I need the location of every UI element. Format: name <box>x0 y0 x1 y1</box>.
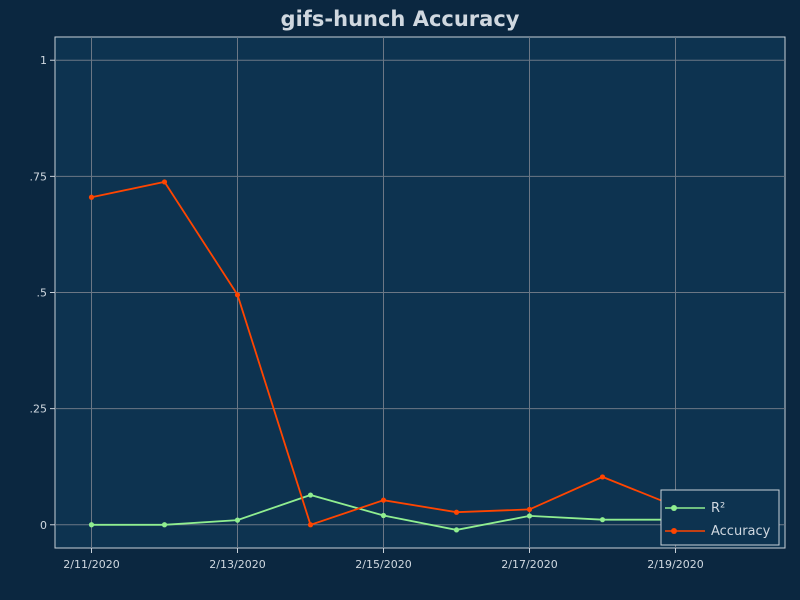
x-tick-label: 2/13/2020 <box>209 558 265 571</box>
data-point-r2 <box>380 512 387 519</box>
y-tick-label: .75 <box>30 170 48 183</box>
data-point-r2 <box>307 492 314 498</box>
x-axis-ticks: 2/11/2020 2/13/2020 2/15/2020 2/17/2020 2/19… <box>63 548 704 571</box>
data-point-r2 <box>161 522 168 528</box>
y-axis-ticks: 0 .25 .5 .75 1 <box>30 54 55 532</box>
data-point-r2 <box>234 517 241 523</box>
legend-r2-label: R² <box>711 501 725 516</box>
legend-box <box>660 489 780 546</box>
data-point-accuracy <box>453 509 460 515</box>
data-point-accuracy <box>161 179 168 185</box>
x-tick-label: 2/17/2020 <box>501 558 557 571</box>
y-tick-label: 1 <box>40 54 47 67</box>
data-point-r2 <box>88 522 95 528</box>
legend: R² Accuracy <box>660 489 780 546</box>
data-point-accuracy <box>526 506 533 513</box>
x-tick-label: 2/15/2020 <box>355 558 411 571</box>
series-layer <box>88 179 679 533</box>
data-point-accuracy <box>307 522 314 528</box>
y-tick-label: .5 <box>37 287 48 300</box>
data-point-r2 <box>453 527 460 533</box>
data-point-r2 <box>599 517 606 523</box>
data-point-accuracy <box>380 497 387 503</box>
y-tick-label: .25 <box>30 403 48 416</box>
legend-accuracy-marker <box>671 528 677 534</box>
y-tick-label: 0 <box>40 519 47 532</box>
chart-title: gifs-hunch Accuracy <box>281 7 520 31</box>
x-tick-label: 2/11/2020 <box>63 558 119 571</box>
data-point-r2 <box>526 513 533 519</box>
x-tick-label: 2/19/2020 <box>647 558 703 571</box>
legend-accuracy-label: Accuracy <box>711 524 771 539</box>
data-point-accuracy <box>234 292 241 298</box>
data-point-accuracy <box>599 474 606 480</box>
legend-r2-marker <box>671 505 677 511</box>
data-point-accuracy <box>88 194 95 200</box>
